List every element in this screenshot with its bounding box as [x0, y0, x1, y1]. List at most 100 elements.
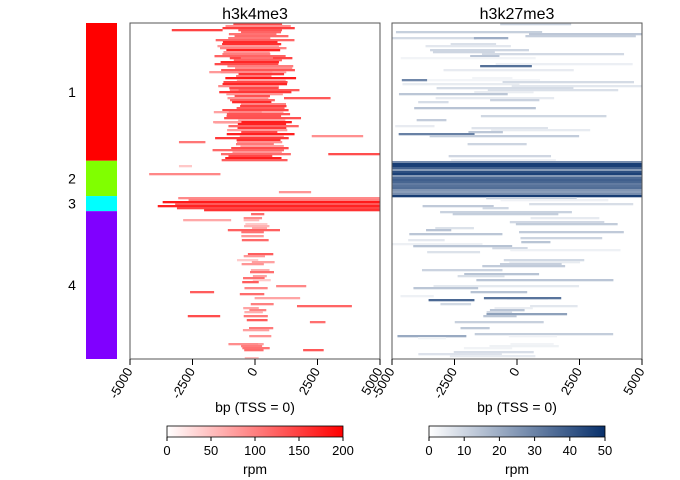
h3k4me3-x-axis-title: bp (TSS = 0) — [215, 399, 295, 415]
h3k4me3-panel: h3k4me3 -5000 -2500 0 2500 5000 bp (TSS = 0) — [106, 6, 386, 415]
heatmap-row-segment — [238, 89, 300, 92]
heatmap-row-segment — [468, 131, 503, 134]
heatmap-row-segment — [503, 259, 585, 262]
heatmap-row-segment — [176, 207, 380, 210]
heatmap-row-segment — [228, 111, 262, 114]
heatmap-row-segment — [215, 137, 289, 140]
heatmap-row-segment — [449, 355, 536, 358]
heatmap-row-segment — [239, 135, 284, 138]
heatmap-row-segment — [242, 347, 270, 350]
cluster-3-label: 3 — [68, 196, 76, 212]
heatmap-row-segment — [222, 41, 278, 44]
heatmap-row-segment — [219, 91, 292, 94]
heatmap-row-segment — [178, 165, 192, 168]
heatmap-row-segment — [214, 121, 292, 124]
heatmap-row-segment — [472, 77, 513, 80]
heatmap-row-segment — [183, 219, 232, 222]
heatmap-row-segment — [309, 321, 326, 324]
heatmap-row-segment — [409, 233, 503, 236]
heatmap-row-segment — [239, 293, 265, 296]
heatmap-row-segment — [481, 53, 625, 56]
heatmap-row-segment — [226, 93, 283, 96]
heatmap-row-segment — [237, 259, 259, 262]
heatmap-row-segment — [432, 51, 495, 54]
heatmap-row-segment — [241, 31, 282, 34]
heatmap-row-segment — [222, 53, 271, 56]
heatmap-row-segment — [418, 101, 449, 104]
heatmap-row-segment — [392, 243, 483, 246]
heatmap-row-segment — [398, 93, 508, 96]
heatmap-row-segment — [433, 285, 580, 288]
colorbar-tick-label: 40 — [563, 443, 577, 458]
heatmap-row-segment — [400, 295, 434, 298]
heatmap-row-segment — [509, 221, 605, 224]
heatmap-row-segment — [228, 343, 259, 346]
heatmap-row-segment — [283, 97, 331, 100]
cluster-1-bar — [86, 23, 117, 161]
h3k4me3-colorbar-gradient — [166, 425, 344, 438]
heatmap-row-segment — [529, 33, 642, 36]
cluster-3-bar — [86, 196, 117, 212]
heatmap-row-segment — [238, 119, 286, 122]
heatmap-row-segment — [222, 43, 282, 46]
heatmap-row-segment — [241, 235, 264, 238]
heatmap-row-segment — [395, 125, 435, 128]
heatmap-row-segment — [227, 97, 269, 100]
heatmap-row-segment — [529, 203, 634, 206]
heatmap-row-segment — [427, 251, 481, 254]
heatmap-row-segment — [392, 195, 642, 198]
heatmap-row-segment — [530, 305, 578, 308]
heatmap-row-segment — [401, 79, 428, 82]
heatmap-row-segment — [223, 51, 270, 54]
heatmap-row-segment — [225, 157, 282, 160]
heatmap-row-segment — [244, 287, 268, 290]
heatmap-row-segment — [214, 63, 279, 66]
heatmap-row-segment — [413, 287, 479, 290]
heatmap-row-segment — [392, 167, 642, 170]
heatmap-row-segment — [249, 327, 274, 330]
heatmap-row-segment — [423, 79, 540, 82]
heatmap-row-segment — [392, 185, 642, 188]
heatmap-row-segment — [400, 57, 536, 60]
heatmap-row-segment — [454, 321, 544, 324]
heatmap-row-segment — [392, 161, 642, 164]
heatmap-row-segment — [430, 49, 529, 52]
heatmap-row-segment — [233, 59, 282, 62]
heatmap-row-segment — [453, 351, 534, 354]
heatmap-row-segment — [474, 333, 614, 336]
heatmap-row-segment — [251, 213, 265, 216]
heatmap-row-segment — [228, 155, 273, 158]
heatmap-row-segment — [473, 37, 509, 40]
heatmap-row-segment — [511, 85, 642, 88]
cluster-annotation-bar — [86, 23, 117, 359]
x-tick-label: -2500 — [430, 365, 460, 401]
heatmap-row-segment — [530, 217, 600, 220]
h3k4me3-x-axis: -5000 -2500 0 2500 5000 — [106, 359, 386, 401]
h3k4me3-panel-title: h3k4me3 — [222, 6, 288, 23]
heatmap-row-segment — [480, 65, 532, 68]
heatmap-row-segment — [515, 223, 618, 226]
heatmap-row-segment — [510, 249, 621, 252]
colorbar-tick-label: 0 — [163, 443, 170, 458]
heatmap-row-segment — [397, 335, 467, 338]
heatmap-row-segment — [220, 47, 287, 50]
heatmap-row-segment — [252, 227, 268, 230]
colorbar-tick-label: 0 — [425, 443, 432, 458]
heatmap-row-segment — [240, 145, 284, 148]
heatmap-row-segment — [171, 29, 223, 32]
heatmap-row-segment — [247, 253, 274, 256]
heatmap-row-segment — [426, 229, 452, 232]
heatmap-row-segment — [500, 199, 609, 202]
x-tick-label: 5000 — [620, 365, 647, 398]
heatmap-row-segment — [499, 263, 562, 266]
heatmap-row-segment — [392, 181, 642, 184]
heatmap-row-segment — [482, 265, 566, 268]
heatmap-row-segment — [450, 43, 497, 46]
heatmap-row-segment — [244, 311, 263, 314]
heatmap-row-segment — [414, 107, 536, 110]
heatmap-row-segment — [243, 307, 259, 310]
heatmap-row-segment — [413, 245, 513, 248]
heatmap-row-segment — [519, 231, 624, 234]
heatmap-row-segment — [243, 219, 260, 222]
